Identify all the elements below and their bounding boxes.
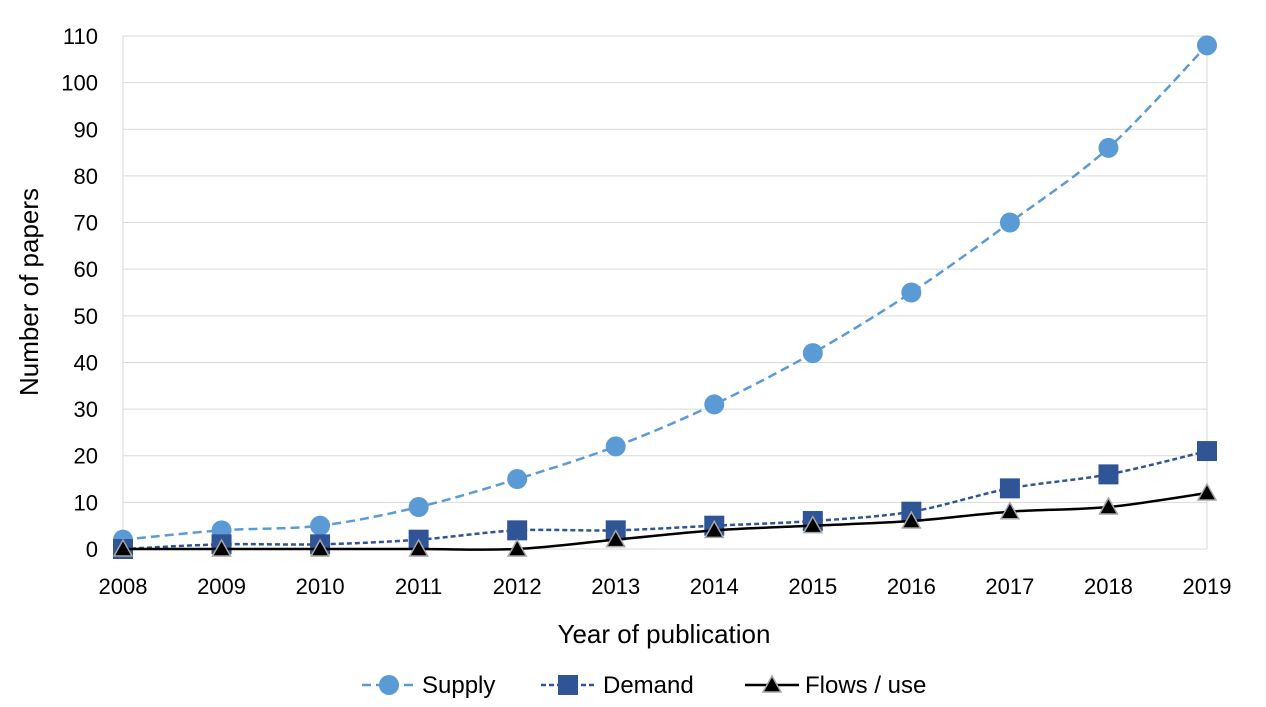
y-axis-title: Number of papers [14, 188, 44, 396]
x-tick-label: 2018 [1084, 574, 1133, 599]
x-tick-labels: 2008 2009 2010 2011 2012 2013 2014 2015 2016 2017… [99, 574, 1232, 599]
legend-marker-flows-use [761, 674, 783, 693]
data-point-supply [802, 343, 823, 364]
y-tick-label: 50 [74, 304, 98, 329]
y-tick-label: 10 [74, 490, 98, 515]
data-point-supply [507, 469, 528, 490]
data-point-supply [901, 282, 922, 303]
y-tick-label: 20 [74, 444, 98, 469]
series-group [112, 35, 1218, 559]
x-tick-label: 2008 [99, 574, 148, 599]
data-point-supply [605, 436, 626, 457]
data-point-flows-use [605, 529, 627, 548]
series-line-flows-use [123, 491, 1208, 551]
data-point-flows-use [309, 538, 331, 557]
data-point-supply [999, 212, 1020, 233]
y-tick-label: 30 [74, 397, 98, 422]
x-axis-title: Year of publication [558, 619, 771, 649]
x-tick-label: 2017 [985, 574, 1034, 599]
series-supply [113, 35, 1217, 550]
data-point-supply [1098, 137, 1119, 158]
series-flows-use [112, 482, 1218, 557]
data-point-flows-use [1196, 482, 1218, 501]
x-tick-label: 2019 [1183, 574, 1232, 599]
y-tick-label: 100 [61, 71, 98, 96]
y-tick-label: 110 [63, 24, 98, 49]
x-tick-label: 2011 [395, 574, 442, 599]
x-tick-label: 2012 [493, 574, 542, 599]
data-point-supply [704, 394, 725, 415]
legend-label-flows-use: Flows / use [805, 672, 926, 699]
y-tick-label: 70 [74, 211, 98, 236]
data-point-flows-use [802, 515, 824, 534]
y-tick-label: 60 [74, 257, 98, 282]
data-point-demand [507, 520, 528, 541]
data-point-flows-use [112, 538, 134, 557]
x-tick-label: 2010 [296, 574, 345, 599]
legend-item-flows-use: Flows / use [745, 672, 926, 699]
x-tick-label: 2009 [197, 574, 246, 599]
data-point-supply [1197, 35, 1217, 56]
data-point-supply [408, 497, 429, 518]
legend-label-supply: Supply [422, 672, 495, 699]
legend-marker-supply [379, 675, 399, 695]
y-tick-label: 40 [74, 350, 98, 375]
data-point-demand [1098, 464, 1119, 485]
data-point-supply [310, 515, 331, 536]
data-point-demand [1197, 441, 1217, 462]
x-tick-label: 2016 [887, 574, 936, 599]
x-tick-label: 2013 [591, 574, 640, 599]
series-line-supply [122, 44, 1208, 541]
series-line-demand [122, 449, 1208, 551]
legend-marker-demand [558, 675, 578, 695]
data-point-flows-use [506, 538, 528, 557]
legend: Supply Demand Flows / use [362, 672, 926, 699]
data-point-flows-use [999, 501, 1021, 520]
data-point-flows-use [211, 538, 232, 557]
gridlines [122, 35, 1208, 550]
data-point-demand [999, 478, 1020, 499]
data-point-flows-use [703, 519, 725, 539]
legend-item-demand: Demand [541, 672, 694, 699]
series-demand [113, 441, 1217, 559]
legend-item-supply: Supply [362, 672, 495, 699]
y-tick-label: 90 [74, 117, 98, 142]
y-tick-labels: 0 10 20 30 40 50 60 70 80 90 100 110 [61, 24, 98, 562]
y-tick-label: 80 [74, 164, 98, 189]
data-point-flows-use [408, 538, 429, 557]
y-tick-label: 0 [86, 537, 98, 562]
x-tick-label: 2014 [690, 574, 739, 599]
data-point-flows-use [1098, 496, 1119, 515]
legend-label-demand: Demand [603, 672, 694, 699]
x-tick-label: 2015 [788, 574, 837, 599]
data-point-flows-use [901, 510, 922, 529]
